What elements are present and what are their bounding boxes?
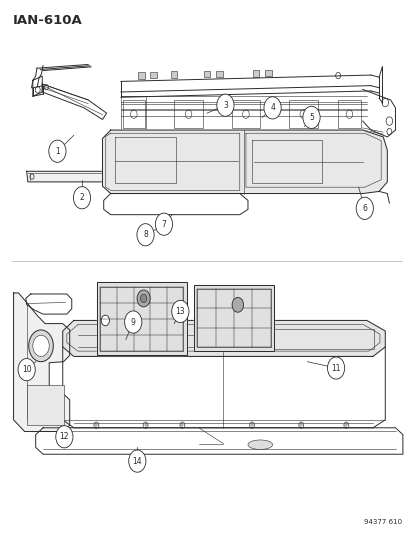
Circle shape: [216, 94, 233, 116]
Bar: [123, 100, 145, 128]
Circle shape: [155, 213, 172, 235]
Text: 7: 7: [161, 220, 166, 229]
Bar: [265, 70, 271, 76]
Polygon shape: [63, 320, 385, 357]
Bar: [171, 71, 177, 78]
Circle shape: [56, 426, 73, 448]
Circle shape: [18, 359, 35, 381]
Circle shape: [302, 106, 319, 128]
Bar: [174, 100, 202, 128]
Text: 11: 11: [330, 364, 340, 373]
Circle shape: [140, 294, 147, 303]
Polygon shape: [102, 130, 387, 193]
Bar: [252, 70, 259, 77]
Bar: [231, 100, 260, 128]
Text: 94377 610: 94377 610: [363, 519, 401, 524]
Text: 9: 9: [131, 318, 135, 327]
Circle shape: [232, 297, 243, 312]
Text: 4: 4: [270, 103, 274, 112]
Text: 10: 10: [22, 365, 31, 374]
Circle shape: [28, 330, 53, 362]
Text: 5: 5: [309, 113, 313, 122]
Bar: [193, 285, 273, 351]
Circle shape: [263, 97, 280, 119]
Polygon shape: [26, 171, 122, 182]
Circle shape: [33, 335, 49, 357]
Polygon shape: [14, 293, 69, 432]
Bar: [97, 282, 186, 356]
Bar: [197, 289, 270, 347]
Ellipse shape: [247, 440, 272, 449]
Bar: [216, 71, 222, 77]
Text: 3: 3: [223, 101, 227, 110]
Bar: [138, 72, 145, 79]
Circle shape: [73, 187, 90, 209]
Bar: [203, 71, 210, 77]
Text: 14: 14: [132, 457, 142, 466]
Text: 6: 6: [361, 204, 366, 213]
Text: 13: 13: [175, 307, 185, 316]
Bar: [337, 100, 360, 128]
Text: IAN-610A: IAN-610A: [12, 14, 82, 27]
Text: 12: 12: [59, 432, 69, 441]
Bar: [288, 100, 317, 128]
Circle shape: [101, 315, 109, 326]
Polygon shape: [193, 285, 273, 351]
Circle shape: [137, 290, 150, 307]
Text: 2: 2: [79, 193, 84, 202]
Circle shape: [128, 450, 145, 472]
Bar: [100, 287, 183, 351]
Circle shape: [137, 224, 154, 246]
Circle shape: [49, 140, 66, 163]
Bar: [150, 72, 157, 78]
Polygon shape: [97, 282, 186, 356]
Circle shape: [171, 300, 188, 322]
Text: 1: 1: [55, 147, 59, 156]
Bar: [26, 385, 64, 425]
Circle shape: [124, 311, 142, 333]
Circle shape: [355, 197, 373, 220]
Text: 8: 8: [143, 230, 147, 239]
Circle shape: [327, 357, 344, 379]
